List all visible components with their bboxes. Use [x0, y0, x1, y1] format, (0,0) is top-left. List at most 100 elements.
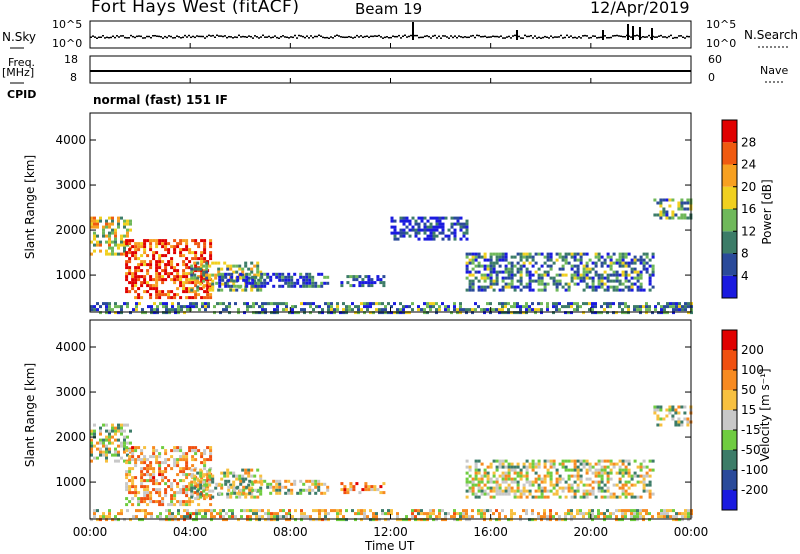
heat-cell	[230, 275, 234, 279]
heat-cell	[143, 248, 147, 252]
heat-cell	[603, 515, 606, 519]
heat-cell	[248, 281, 252, 285]
heat-cell	[266, 281, 270, 285]
heat-cell	[498, 308, 501, 312]
heat-cell	[146, 494, 150, 498]
heat-cell	[417, 216, 421, 220]
heat-cell	[357, 308, 360, 312]
heat-cell	[674, 411, 678, 415]
heat-cell	[645, 483, 649, 487]
heat-cell	[528, 276, 532, 280]
heat-cell	[279, 302, 282, 306]
nsky-point	[216, 34, 218, 37]
heat-cell	[158, 278, 162, 282]
heat-cell	[376, 488, 380, 492]
heat-cell	[188, 248, 192, 252]
heat-cell	[143, 488, 147, 492]
heat-cell	[202, 264, 206, 268]
heat-cell	[525, 282, 529, 286]
heat-cell	[591, 282, 595, 286]
heat-cell	[201, 515, 204, 519]
heat-cell	[285, 305, 288, 309]
heat-cell	[312, 518, 315, 522]
heat-cell	[108, 225, 111, 229]
nsky-bottom-tick: 10^0	[52, 37, 83, 50]
heat-cell	[465, 222, 469, 226]
heat-cell	[474, 465, 478, 469]
heat-cell	[189, 302, 192, 306]
nsky-point	[384, 36, 386, 39]
nsky-point	[502, 37, 504, 39]
heat-cell	[128, 449, 132, 453]
heat-cell	[173, 281, 177, 285]
heat-cell	[384, 308, 387, 312]
heat-cell	[531, 288, 535, 292]
nsky-point	[484, 35, 486, 38]
heat-cell	[639, 480, 643, 484]
heat-cell	[606, 515, 609, 519]
heat-cell	[327, 518, 330, 522]
heat-cell	[489, 255, 493, 259]
heat-cell	[149, 242, 153, 246]
heat-cell	[367, 278, 371, 282]
heat-cell	[525, 509, 528, 513]
heat-cell	[230, 485, 234, 489]
heat-cell	[474, 471, 478, 475]
heat-cell	[211, 261, 215, 265]
heat-cell	[537, 465, 541, 469]
heat-cell	[594, 264, 598, 268]
heat-cell	[612, 302, 615, 306]
heat-cell	[495, 492, 499, 496]
heat-cell	[208, 282, 212, 286]
heat-cell	[235, 474, 239, 478]
heat-cell	[220, 471, 224, 475]
heat-cell	[114, 459, 117, 463]
heat-cell	[429, 515, 432, 519]
heat-cell	[173, 239, 177, 243]
heat-cell	[237, 308, 240, 312]
heat-cell	[504, 258, 508, 262]
heat-cell	[149, 293, 153, 297]
heat-cell	[399, 311, 402, 315]
heat-cell	[96, 456, 99, 460]
heat-cell	[504, 302, 507, 306]
heat-cell	[206, 476, 210, 480]
heat-cell	[453, 234, 457, 238]
heat-cell	[492, 261, 496, 265]
heat-cell	[531, 480, 535, 484]
heat-cell	[402, 518, 405, 522]
heat-cell	[552, 486, 556, 490]
heat-cell	[111, 423, 114, 427]
heat-cell	[200, 257, 204, 261]
heat-cell	[244, 288, 248, 292]
heat-cell	[492, 288, 496, 292]
heat-cell	[352, 284, 356, 288]
heat-cell	[211, 477, 215, 481]
heat-cell	[111, 429, 114, 433]
nsky-point	[556, 36, 558, 38]
heat-cell	[302, 488, 306, 492]
nsky-point	[126, 37, 128, 39]
heat-cell	[287, 275, 291, 279]
heat-cell	[513, 477, 517, 481]
heat-cell	[364, 482, 368, 486]
heat-cell	[120, 423, 123, 427]
heat-cell	[468, 279, 472, 283]
heat-cell	[126, 219, 129, 223]
heat-cell	[99, 450, 102, 454]
nsky-point	[474, 36, 476, 39]
heat-cell	[474, 462, 478, 466]
heat-cell	[516, 302, 519, 306]
heat-cell	[146, 488, 150, 492]
heat-cell	[208, 489, 212, 493]
heat-cell	[609, 477, 613, 481]
heat-cell	[668, 405, 672, 409]
heat-cell	[498, 474, 502, 478]
heat-cell	[393, 311, 396, 315]
heat-cell	[684, 515, 687, 519]
heat-cell	[129, 311, 132, 315]
heat-cell	[585, 471, 589, 475]
heat-cell	[249, 509, 252, 513]
heat-cell	[123, 302, 126, 306]
heat-cell	[492, 474, 496, 478]
